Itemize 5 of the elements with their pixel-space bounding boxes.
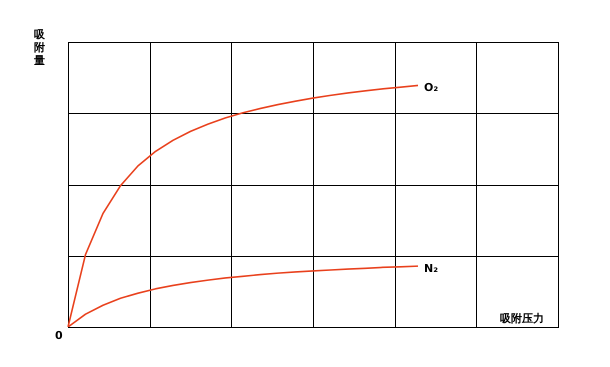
series-label: N₂ — [424, 262, 438, 275]
text: 0 — [55, 328, 63, 342]
y-axis-title: 吸附量 — [34, 28, 46, 67]
series-label: O₂ — [424, 80, 438, 94]
x-axis-title: 吸附压力 — [500, 312, 544, 324]
